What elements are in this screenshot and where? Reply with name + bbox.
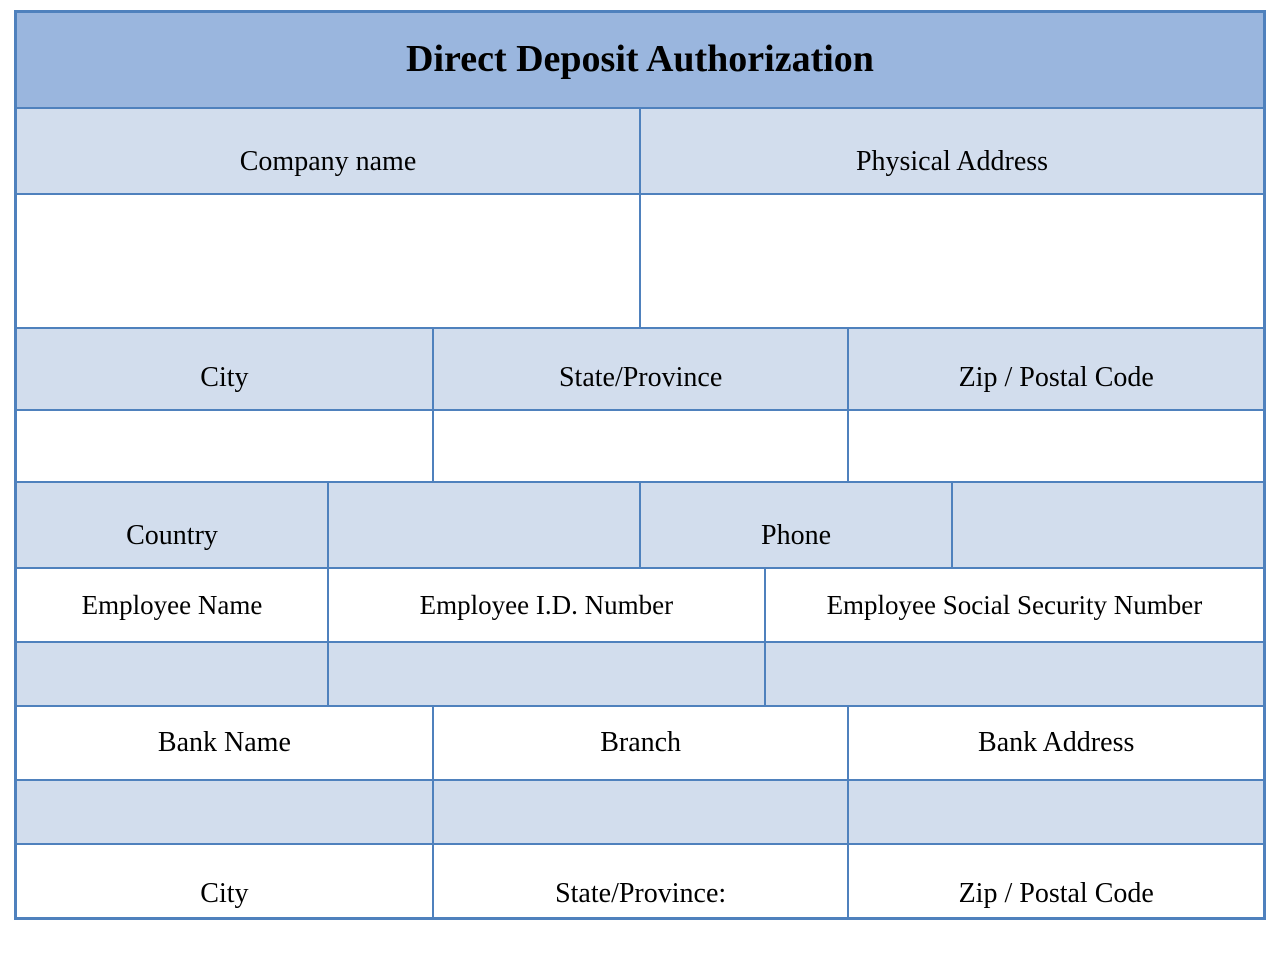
bank-branch-label: Branch (433, 706, 849, 780)
employee-input-row (16, 642, 1264, 706)
company-zip-label: Zip / Postal Code (848, 328, 1264, 410)
employee-id-input[interactable] (328, 642, 765, 706)
employee-id-label: Employee I.D. Number (328, 568, 765, 642)
company-state-input[interactable] (433, 410, 849, 482)
form-page: Direct Deposit Authorization Company nam… (0, 0, 1280, 960)
employee-label-row: Employee Name Employee I.D. Number Emplo… (16, 568, 1264, 642)
bank-city-state-zip-label-row: City State/Province: Zip / Postal Code (16, 844, 1264, 918)
company-city-input[interactable] (16, 410, 433, 482)
company-phone-label: Phone (640, 482, 952, 568)
form-title: Direct Deposit Authorization (16, 12, 1264, 108)
employee-name-input[interactable] (16, 642, 328, 706)
bank-input-row (16, 780, 1264, 844)
company-address-input-row (16, 194, 1264, 328)
employee-name-label: Employee Name (16, 568, 328, 642)
company-state-label: State/Province (433, 328, 849, 410)
city-state-zip-input-row (16, 410, 1264, 482)
employee-ssn-label: Employee Social Security Number (765, 568, 1264, 642)
physical-address-input[interactable] (640, 194, 1264, 328)
employee-ssn-input[interactable] (765, 642, 1264, 706)
bank-name-input[interactable] (16, 780, 433, 844)
bank-city-label: City (16, 844, 433, 918)
company-city-label: City (16, 328, 433, 410)
company-phone-input[interactable] (952, 482, 1264, 568)
bank-zip-label: Zip / Postal Code (848, 844, 1264, 918)
bank-address-label: Bank Address (848, 706, 1264, 780)
company-address-label-row: Company name Physical Address (16, 108, 1264, 194)
physical-address-label: Physical Address (640, 108, 1264, 194)
bank-branch-input[interactable] (433, 780, 849, 844)
bank-label-row: Bank Name Branch Bank Address (16, 706, 1264, 780)
direct-deposit-form: Direct Deposit Authorization Company nam… (14, 10, 1266, 920)
country-phone-row: Country Phone (16, 482, 1264, 568)
company-name-input[interactable] (16, 194, 640, 328)
bank-name-label: Bank Name (16, 706, 433, 780)
city-state-zip-label-row: City State/Province Zip / Postal Code (16, 328, 1264, 410)
bank-address-input[interactable] (848, 780, 1264, 844)
bank-state-label: State/Province: (433, 844, 849, 918)
company-country-label: Country (16, 482, 328, 568)
company-name-label: Company name (16, 108, 640, 194)
title-row: Direct Deposit Authorization (16, 12, 1264, 108)
company-zip-input[interactable] (848, 410, 1264, 482)
company-country-input[interactable] (328, 482, 640, 568)
